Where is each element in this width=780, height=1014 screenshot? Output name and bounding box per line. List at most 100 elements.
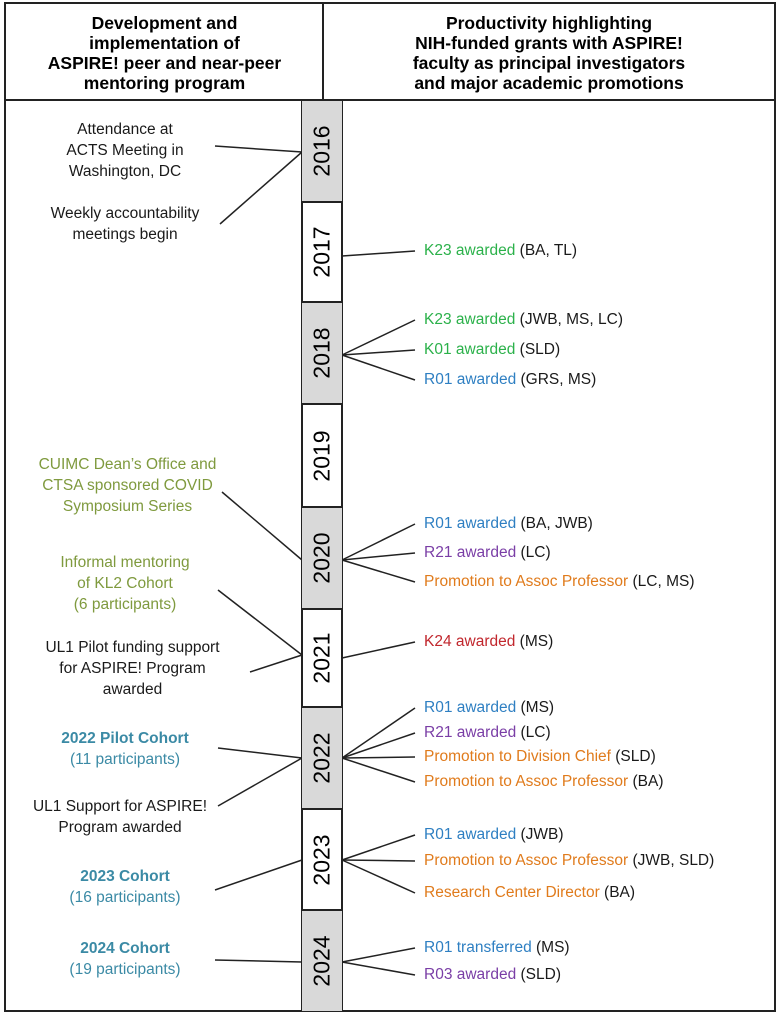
connector-2023	[214, 859, 303, 891]
award-2024-2: R03 awarded (SLD)	[424, 965, 561, 985]
award-label: Promotion to Assoc Professor	[424, 773, 629, 790]
event-line: CUIMC Dean’s Office and	[38, 456, 217, 473]
event-line: for ASPIRE! Program	[59, 660, 206, 677]
event-line: (19 participants)	[69, 961, 181, 978]
header-right-line: faculty as principal investigators	[412, 52, 686, 73]
award-recipients: (LC)	[520, 724, 551, 741]
award-2022-1: R01 awarded (MS)	[424, 698, 554, 718]
header-left: Development and implementation of ASPIRE…	[8, 5, 321, 100]
year-label: 2021	[308, 632, 335, 684]
award-label: Research Center Director	[424, 884, 600, 901]
award-recipients: (GRS, MS)	[520, 371, 597, 388]
connector-covid	[221, 491, 303, 561]
year-label: 2017	[308, 226, 335, 278]
connector-weekly	[219, 151, 303, 225]
event-line: ACTS Meeting in	[66, 142, 184, 159]
year-box-2018: 2018	[302, 303, 342, 405]
award-recipients: (BA)	[604, 884, 636, 901]
award-recipients: (BA, TL)	[519, 242, 578, 259]
year-box-2024: 2024	[302, 911, 342, 1011]
award-2023-3: Research Center Director (BA)	[424, 883, 635, 903]
award-2024-1: R01 transferred (MS)	[424, 938, 570, 958]
year-label: 2020	[308, 532, 335, 584]
header-right-line: NIH-funded grants with ASPIRE!	[415, 32, 683, 53]
award-recipients: (JWB, MS, LC)	[519, 311, 623, 328]
event-acts-meeting: Attendance at ACTS Meeting in Washington…	[35, 119, 215, 182]
event-line: Program awarded	[58, 819, 182, 836]
award-2023-1: R01 awarded (JWB)	[424, 825, 564, 845]
connector-2024	[214, 959, 303, 963]
award-2023-2: Promotion to Assoc Professor (JWB, SLD)	[424, 851, 714, 871]
event-ul1-pilot-funding: UL1 Pilot funding support for ASPIRE! Pr…	[15, 637, 250, 700]
award-2020-3: Promotion to Assoc Professor (LC, MS)	[424, 572, 694, 592]
award-label: Promotion to Assoc Professor	[424, 852, 629, 869]
event-line: CTSA sponsored COVID	[42, 477, 213, 494]
event-line: Symposium Series	[62, 498, 193, 515]
award-2022-2: R21 awarded (LC)	[424, 723, 551, 743]
award-recipients: (LC, MS)	[632, 573, 695, 590]
event-line: 2022 Pilot Cohort	[61, 730, 189, 747]
award-recipients: (MS)	[520, 699, 555, 716]
event-kl2-mentoring: Informal mentoring of KL2 Cohort (6 part…	[35, 552, 215, 615]
award-label: R01 awarded	[424, 826, 517, 843]
header-right-line: Productivity highlighting	[445, 12, 653, 33]
event-line: 2023 Cohort	[80, 868, 170, 885]
event-line: (11 participants)	[70, 751, 180, 768]
award-label: R01 awarded	[424, 515, 517, 532]
award-label: Promotion to Assoc Professor	[424, 573, 629, 590]
event-line: UL1 Support for ASPIRE!	[32, 798, 208, 815]
event-2023-cohort: 2023 Cohort (16 participants)	[35, 866, 215, 908]
award-2018-2: K01 awarded (SLD)	[424, 340, 560, 360]
event-line: meetings begin	[72, 226, 178, 243]
award-label: R21 awarded	[424, 724, 517, 741]
connector-ul1-pilot	[249, 654, 303, 673]
event-ul1-support: UL1 Support for ASPIRE! Program awarded	[20, 796, 220, 838]
year-box-2019: 2019	[302, 405, 342, 508]
award-label: R03 awarded	[424, 966, 517, 983]
connector-pilot-cohort	[217, 747, 303, 759]
event-line: awarded	[102, 681, 163, 698]
year-label: 2018	[308, 327, 335, 379]
award-label: R01 awarded	[424, 699, 517, 716]
award-recipients: (SLD)	[615, 748, 656, 765]
event-line: (16 participants)	[69, 889, 181, 906]
award-2022-3: Promotion to Division Chief (SLD)	[424, 747, 656, 767]
award-label: K23 awarded	[424, 242, 516, 259]
award-label: R21 awarded	[424, 544, 517, 561]
year-box-2021: 2021	[302, 610, 342, 708]
award-recipients: (SLD)	[519, 341, 561, 358]
award-2021-1: K24 awarded (MS)	[424, 632, 553, 652]
year-box-2017: 2017	[302, 203, 342, 303]
year-label: 2019	[308, 429, 335, 482]
award-2022-4: Promotion to Assoc Professor (BA)	[424, 772, 663, 792]
award-recipients: (JWB)	[520, 826, 564, 843]
award-recipients: (BA, JWB)	[520, 515, 593, 532]
award-recipients: (MS)	[519, 633, 554, 650]
year-label: 2024	[308, 935, 335, 987]
header-left-line: Development and	[91, 12, 238, 33]
event-2024-cohort: 2024 Cohort (19 participants)	[35, 938, 215, 980]
event-line: Weekly accountability	[50, 205, 200, 222]
year-label: 2023	[308, 833, 335, 886]
year-label: 2016	[308, 125, 335, 177]
header-left-line: mentoring program	[83, 72, 246, 93]
event-line: of KL2 Cohort	[77, 575, 173, 592]
event-2022-pilot-cohort: 2022 Pilot Cohort (11 participants)	[35, 728, 215, 770]
event-weekly-meetings: Weekly accountability meetings begin	[30, 203, 220, 245]
event-line: Informal mentoring	[60, 554, 190, 571]
award-label: K24 awarded	[424, 633, 516, 650]
award-2020-2: R21 awarded (LC)	[424, 543, 551, 563]
award-recipients: (BA)	[632, 773, 664, 790]
award-label: Promotion to Division Chief	[424, 748, 611, 765]
connector-kl2	[217, 589, 303, 656]
event-covid-symposium: CUIMC Dean’s Office and CTSA sponsored C…	[15, 454, 240, 517]
award-label: R01 transferred	[424, 939, 532, 956]
award-2018-1: K23 awarded (JWB, MS, LC)	[424, 310, 623, 330]
event-line: 2024 Cohort	[80, 940, 170, 957]
year-box-2022: 2022	[302, 708, 342, 810]
award-recipients: (JWB, SLD)	[632, 852, 715, 869]
connector-ul1-support	[217, 757, 303, 807]
award-label: K01 awarded	[424, 341, 516, 358]
year-box-2020: 2020	[302, 508, 342, 610]
